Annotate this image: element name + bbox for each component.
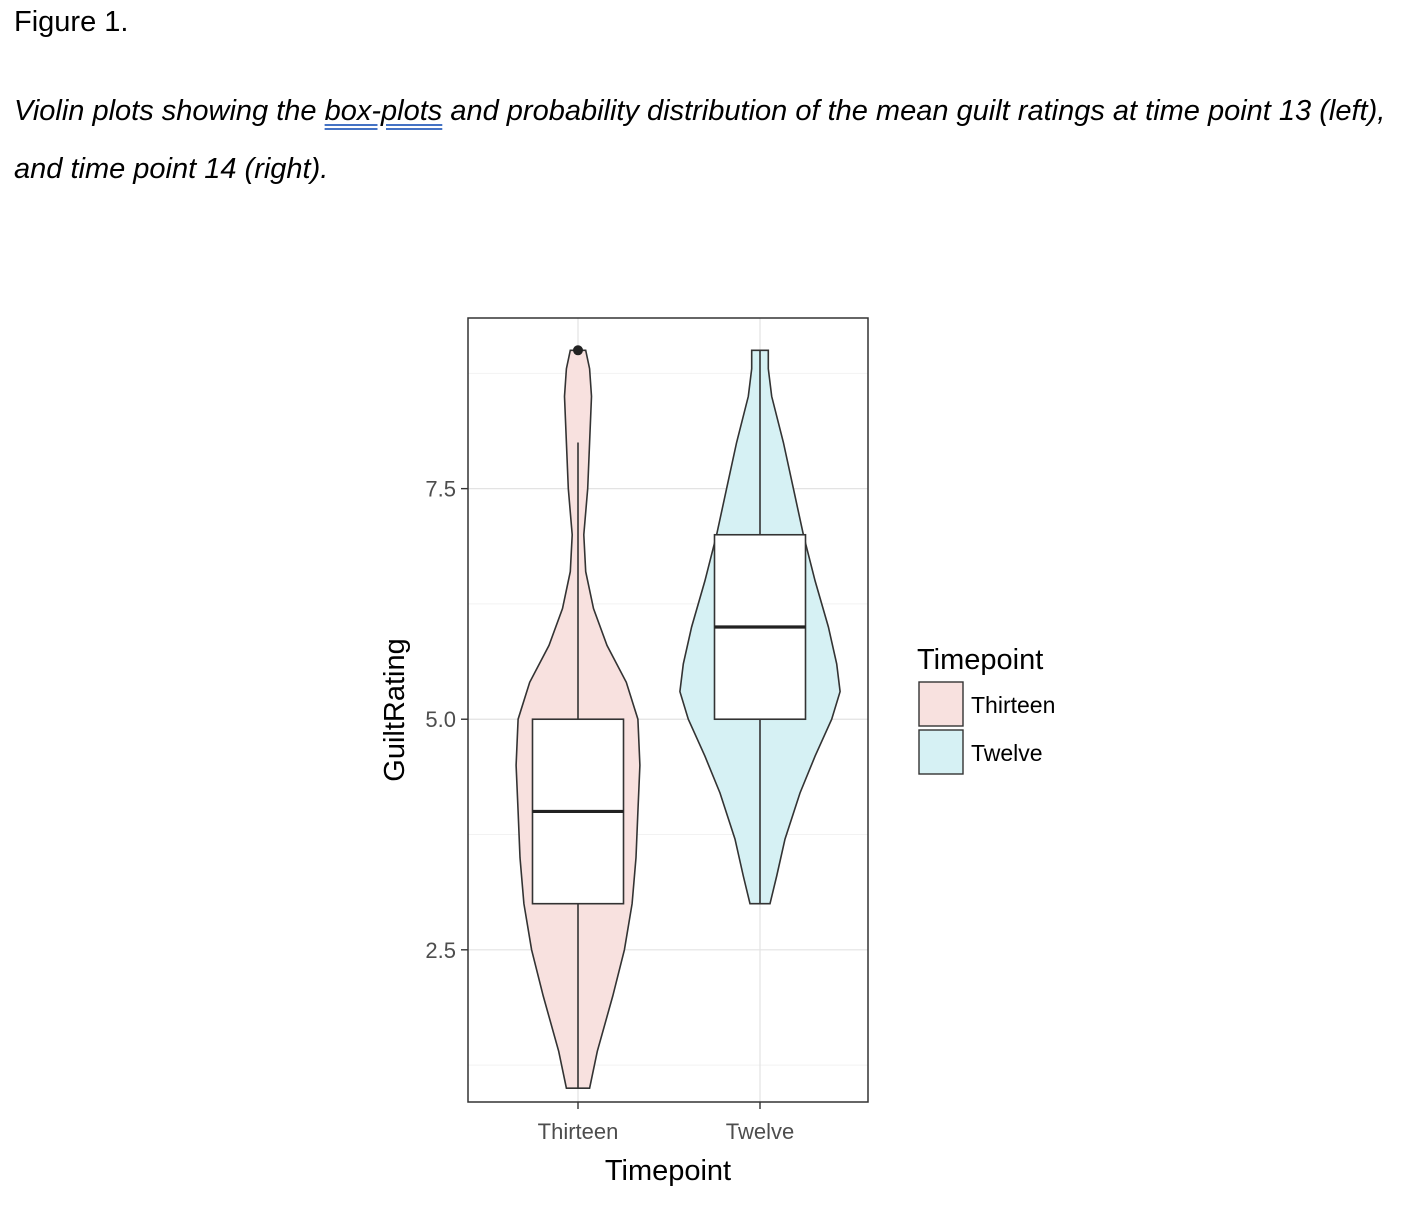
figure-label: Figure 1.	[14, 6, 129, 38]
x-axis-title: Timepoint	[605, 1155, 731, 1187]
figure-caption: Violin plots showing the box-plots and p…	[14, 82, 1414, 198]
legend: Timepoint Thirteen Twelve	[917, 644, 1055, 775]
caption-text-end: and probability distribution of the mean…	[14, 95, 1386, 185]
y-axis-title: GuiltRating	[379, 638, 411, 781]
x-tick-label: Thirteen	[538, 1119, 619, 1144]
x-tick-label: Twelve	[726, 1119, 794, 1144]
y-tick-label: 2.5	[425, 938, 456, 963]
y-tick-label: 5.0	[425, 707, 456, 732]
plot-panel-border	[467, 317, 869, 1103]
boxplots	[531, 345, 807, 1089]
caption-spellcheck-word: box-plots	[324, 95, 443, 127]
legend-label-twelve: Twelve	[971, 740, 1043, 766]
legend-key-twelve	[918, 729, 964, 775]
legend-label-thirteen: Thirteen	[971, 692, 1055, 718]
outlier-point	[573, 345, 583, 356]
caption-text-start: Violin plots showing the	[14, 95, 325, 127]
legend-title: Timepoint	[917, 644, 1043, 676]
axes: 2.5 5.0 7.5 Thirteen Twelve	[425, 477, 794, 1144]
y-tick-label: 7.5	[425, 477, 456, 502]
legend-key-thirteen	[918, 681, 964, 727]
